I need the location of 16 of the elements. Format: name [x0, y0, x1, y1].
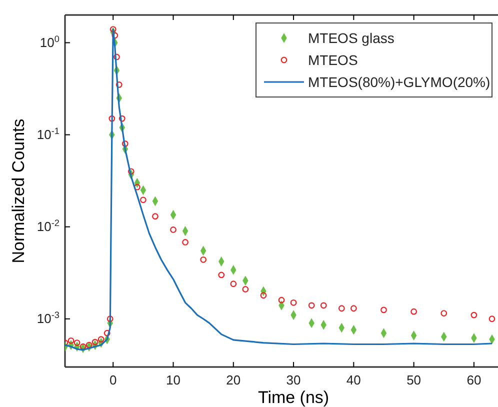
y-tick-label: 10$^{-1}$	[36, 126, 60, 142]
x-tick-label: 60	[466, 372, 482, 388]
legend-label: MTEOS glass	[308, 30, 394, 46]
legend-label: MTEOS(80%)+GLYMO(20%)	[308, 74, 490, 90]
y-tick-label: 10$^{0}$	[40, 34, 60, 50]
x-tick-label: 40	[346, 372, 361, 388]
x-tick-label: 0	[109, 372, 117, 388]
x-tick-label: 30	[286, 372, 301, 388]
y-tick-label: 10$^{-3}$	[36, 310, 60, 326]
x-tick-label: 20	[226, 372, 241, 388]
y-tick-label: 10$^{-2}$	[36, 218, 60, 234]
x-axis-title: Time (ns)	[258, 388, 330, 407]
x-tick-label: 10	[166, 372, 180, 388]
legend-label: MTEOS	[308, 52, 358, 68]
y-axis-title: Normalized Counts	[9, 118, 28, 264]
x-tick-label: 50	[406, 372, 422, 388]
